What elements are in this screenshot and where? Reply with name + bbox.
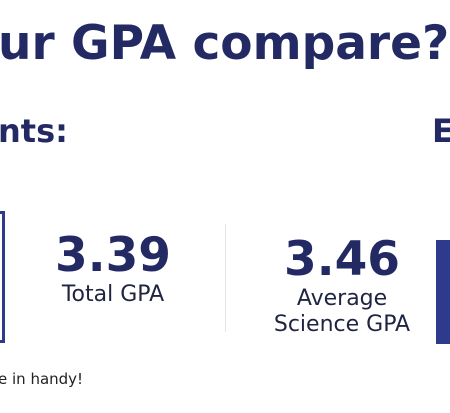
subhead-right: E: [432, 112, 450, 150]
total-gpa-label: Total GPA: [61, 282, 165, 307]
total-gpa-value: 3.39: [55, 228, 171, 283]
stat-total-gpa: 3.39 Total GPA: [48, 230, 178, 308]
science-gpa-value: 3.46: [284, 232, 400, 287]
stat-average-science-gpa: 3.46 Average Science GPA: [262, 234, 422, 338]
stat-divider: [225, 224, 226, 332]
science-gpa-label-line2: Science GPA: [273, 312, 411, 337]
gpa-bar-right: [436, 240, 450, 344]
subhead-left: nts:: [0, 112, 68, 150]
section-headline: ur GPA compare?: [0, 16, 450, 71]
science-gpa-label-line1: Average: [296, 286, 388, 311]
footer-note: e in handy!: [0, 370, 84, 388]
gpa-bar-left: [0, 211, 5, 343]
